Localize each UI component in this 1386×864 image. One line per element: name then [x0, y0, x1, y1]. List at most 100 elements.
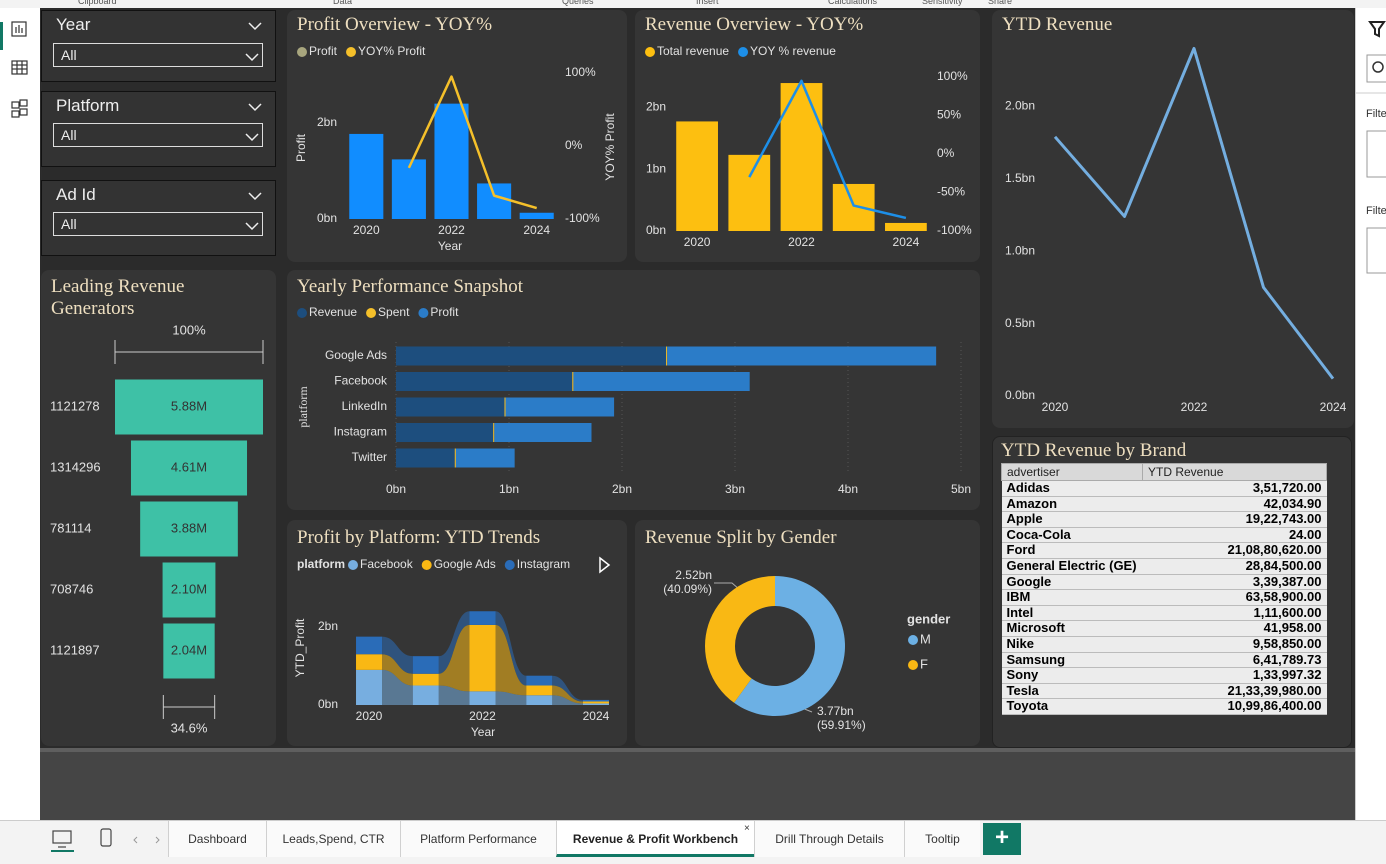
x-tick-label: 1bn [499, 482, 519, 496]
chevron [248, 103, 262, 112]
table-cell: 1,33,997.32 [1142, 668, 1327, 684]
chevron [245, 133, 259, 142]
ribbon-group-label: Data [333, 0, 353, 6]
table-row: Apple 19,22,743.00 [1001, 512, 1327, 528]
model-view-icon[interactable] [11, 99, 28, 118]
category-label: 1121278 [50, 398, 100, 413]
ribbon [438, 624, 470, 692]
ribbon-bar [469, 624, 496, 692]
y-tick-label: 2bn [318, 619, 338, 633]
page-tab[interactable]: Platform Performance [400, 821, 556, 857]
close-tab[interactable]: × [744, 823, 750, 834]
slicer-title: Ad Id [56, 185, 96, 204]
legend-marker [421, 560, 432, 570]
slicer-dropdown[interactable]: All [53, 43, 263, 67]
x-tick-label: 2020 [353, 223, 380, 237]
legend-marker [908, 660, 918, 670]
bar-segment [455, 448, 515, 468]
filter-card[interactable] [1366, 227, 1386, 274]
table-row: Google 3,39,387.00 [1001, 574, 1327, 591]
category-label: 1121897 [50, 642, 100, 657]
table-row: Amazon 42,034.90 [1001, 496, 1327, 513]
y-tick-label: -100% [565, 211, 600, 225]
page-tab[interactable]: Dashboard [168, 821, 266, 857]
y-tick-label: 100% [565, 65, 596, 79]
funnel-bar [163, 623, 215, 679]
category-label: Twitter [352, 450, 387, 464]
legend-label: Instagram [517, 557, 570, 571]
ribbon-bar [526, 695, 553, 705]
ribbon-bar [356, 654, 383, 670]
x-tick-label: 2022 [469, 709, 496, 723]
data-label: (40.09%) [663, 582, 712, 596]
visual-title: YTD Revenue [1002, 14, 1113, 35]
legend-marker [297, 308, 307, 318]
visual-title: Leading Revenue Generators [51, 276, 185, 319]
funnel-bracket [114, 340, 264, 364]
table-cell: 3,51,720.00 [1142, 480, 1327, 497]
legend-next-arrow[interactable] [599, 556, 611, 574]
bar [519, 212, 554, 219]
funnel-bar [130, 440, 248, 496]
table-view-icon[interactable] [11, 60, 28, 75]
category-label: Google Ads [325, 348, 387, 362]
legend-marker [738, 47, 749, 57]
legend-label: Revenue [309, 305, 357, 319]
funnel-top-label: 100% [172, 322, 206, 337]
search-box[interactable] [1366, 54, 1386, 83]
add-page-button[interactable]: + [983, 823, 1021, 855]
slicer-dropdown[interactable]: All [53, 212, 263, 236]
ribbon-bar [582, 701, 609, 704]
x-tick-label: 5bn [951, 482, 971, 496]
bar-segment [493, 423, 495, 442]
ribbon [495, 611, 527, 686]
bar [477, 183, 512, 219]
page-tab[interactable]: Tooltip [904, 821, 980, 857]
ribbon [438, 685, 470, 705]
slicer-dropdown[interactable]: All [53, 123, 263, 147]
chevron-path [245, 133, 259, 142]
bar-segment [396, 372, 573, 391]
slicer-title: Platform [56, 96, 120, 115]
table-row: Toyota 10,99,86,400.00 [1001, 699, 1327, 715]
y-tick-label: 1.0bn [1005, 243, 1035, 257]
category-label: 708746 [50, 581, 93, 596]
visual-title: Revenue Split by Gender [645, 527, 837, 548]
data-label: 5.88M [171, 398, 207, 413]
page-tab[interactable]: Revenue & Profit Workbench [556, 821, 754, 857]
table-row: Intel 1,11,600.00 [1001, 605, 1327, 622]
table-row: General Electric (GE) 28,84,500.00 [1001, 558, 1327, 575]
y-tick-label: 100% [937, 69, 968, 83]
legend-label: Profit [430, 305, 459, 319]
funnel-bracket [162, 695, 216, 719]
bar [885, 222, 927, 231]
brand-table: advertiser YTD Revenue Adidas 3,51,720.00 Am… [1001, 463, 1327, 715]
line [407, 75, 538, 210]
visual-title: Revenue Overview - YOY% [645, 14, 864, 35]
prev-page[interactable] [133, 836, 138, 844]
table-cell: Toyota [1001, 699, 1143, 715]
funnel-bottom-label: 34.6% [171, 720, 208, 735]
donut-slice [734, 576, 846, 717]
table-cell: Coca-Cola [1001, 527, 1143, 544]
y-tick-label: 2.0bn [1005, 99, 1035, 113]
desktop-view-icon[interactable] [52, 830, 72, 848]
filter-icon[interactable] [1368, 21, 1386, 38]
mobile-view-icon[interactable] [100, 828, 112, 847]
bar-segment [396, 423, 494, 442]
page-tab[interactable]: Drill Through Details [754, 821, 904, 857]
ribbon-group-label: Share [988, 0, 1013, 6]
page-tab[interactable]: Leads,Spend, CTR [266, 821, 400, 857]
visual-title: Profit Overview - YOY% [297, 14, 493, 35]
bar [434, 103, 469, 219]
chevron [248, 22, 262, 31]
next-page[interactable] [155, 836, 160, 844]
data-label: (59.91%) [817, 718, 866, 732]
chevron-path [248, 192, 262, 201]
tab-nav-icons [51, 828, 160, 852]
filter-card[interactable] [1366, 130, 1386, 178]
data-label: 4.61M [171, 459, 207, 474]
legend-label: Profit [309, 44, 338, 58]
report-view-icon[interactable] [11, 21, 27, 37]
ribbon-strip: Clipboard Data Queries Insert Calculations Se… [0, 0, 1386, 8]
